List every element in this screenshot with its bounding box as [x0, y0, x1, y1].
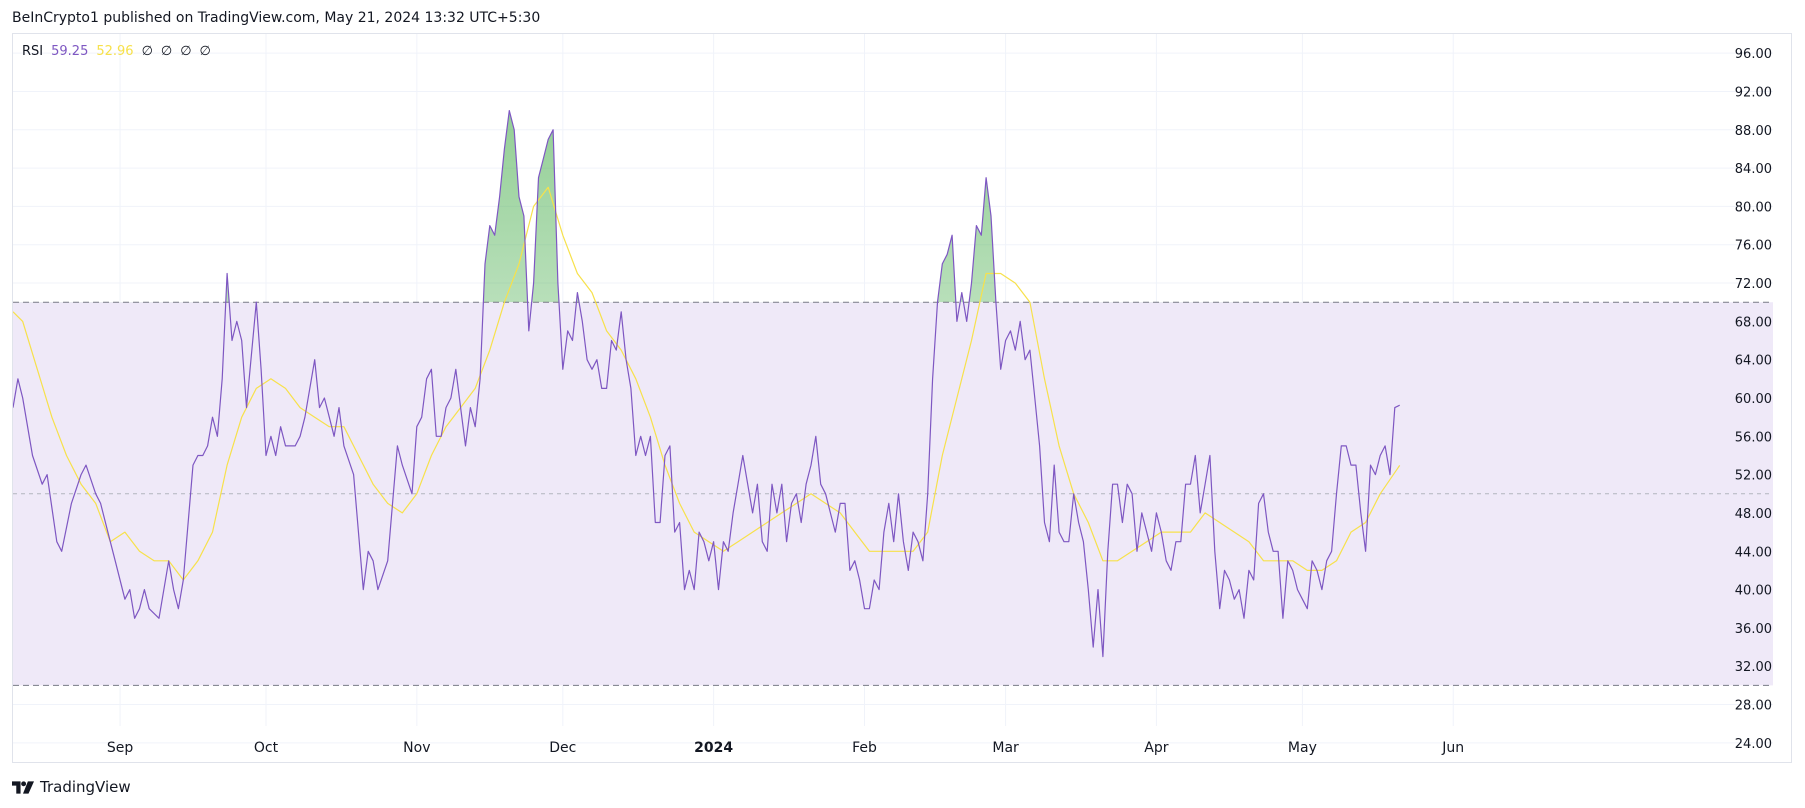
- published-caption: BeInCrypto1 published on TradingView.com…: [12, 10, 541, 26]
- x-tick-label: Jun: [1441, 740, 1464, 756]
- y-tick-label: 52.00: [1735, 469, 1772, 484]
- series-line-rsi: [13, 110, 1400, 658]
- tradingview-logo-icon: [12, 780, 34, 794]
- y-tick-label: 28.00: [1735, 699, 1772, 714]
- y-tick-label: 96.00: [1735, 47, 1772, 62]
- y-tick-label: 40.00: [1735, 584, 1772, 599]
- y-tick-label: 60.00: [1735, 392, 1772, 407]
- x-tick-label: Mar: [992, 740, 1019, 756]
- chart-frame: [12, 33, 1792, 763]
- y-tick-label: 76.00: [1735, 239, 1772, 254]
- x-tick-label: May: [1288, 740, 1317, 756]
- tradingview-brand[interactable]: TradingView: [12, 778, 131, 796]
- legend-empty-value: ∅: [141, 44, 153, 59]
- y-tick-label: 36.00: [1735, 622, 1772, 637]
- y-tick-label: 88.00: [1735, 124, 1772, 139]
- y-tick-label: 32.00: [1735, 660, 1772, 675]
- y-tick-label: 80.00: [1735, 200, 1772, 215]
- y-tick-label: 64.00: [1735, 354, 1772, 369]
- x-axis: Sep Oct Nov Dec 2024 Feb Mar Apr May Jun: [107, 740, 1464, 756]
- legend-indicator-name: RSI: [22, 44, 44, 59]
- y-tick-label: 44.00: [1735, 545, 1772, 560]
- brand-name: TradingView: [40, 778, 131, 796]
- y-tick-label: 56.00: [1735, 430, 1772, 445]
- y-tick-label: 84.00: [1735, 162, 1772, 177]
- indicator-legend[interactable]: RSI 59.25 52.96 ∅ ∅ ∅ ∅: [22, 44, 211, 59]
- legend-rsi-value: 59.25: [51, 44, 89, 59]
- y-tick-label: 48.00: [1735, 507, 1772, 522]
- band-levels: [13, 301, 1773, 686]
- legend-empty-value: ∅: [160, 44, 173, 59]
- y-tick-label: 68.00: [1735, 315, 1772, 330]
- x-tick-label: Nov: [403, 740, 430, 756]
- legend-empty-value: ∅: [180, 44, 192, 59]
- y-tick-label: 24.00: [1735, 737, 1772, 752]
- y-axis: 96.00 92.00 88.00 84.00 80.00 76.00 72.00 68.00…: [1735, 47, 1772, 752]
- x-tick-label: Sep: [107, 740, 134, 756]
- legend-empty-value: ∅: [199, 44, 211, 59]
- series-lines: [13, 110, 1401, 658]
- x-tick-label: Apr: [1144, 740, 1168, 756]
- y-tick-label: 72.00: [1735, 277, 1772, 292]
- x-tick-label: Dec: [549, 740, 576, 756]
- x-tick-label: Feb: [852, 740, 877, 756]
- legend-ma-value: 52.96: [96, 44, 134, 59]
- x-tick-label: Oct: [254, 740, 279, 756]
- y-tick-label: 92.00: [1735, 85, 1772, 100]
- x-tick-label: 2024: [694, 740, 733, 756]
